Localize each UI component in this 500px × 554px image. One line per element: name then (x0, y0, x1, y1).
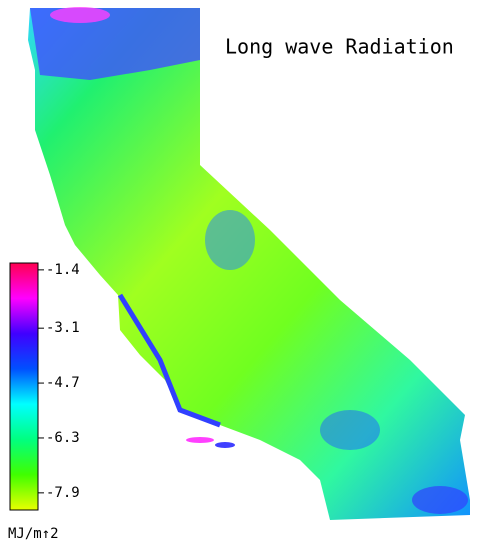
colorbar (9, 262, 39, 511)
colorbar-tick-label: -1.4 (46, 262, 80, 278)
colorbar-tick-label: -3.1 (46, 320, 80, 336)
colorbar-tick-label: -4.7 (46, 375, 80, 391)
colorbar-tick-label: -7.9 (46, 485, 80, 501)
colorbar-unit: MJ/m↑2 (8, 526, 59, 542)
colorbar-tick-label: -6.3 (46, 430, 80, 446)
map-title: Long wave Radiation (225, 35, 454, 59)
state-shape (28, 7, 470, 520)
